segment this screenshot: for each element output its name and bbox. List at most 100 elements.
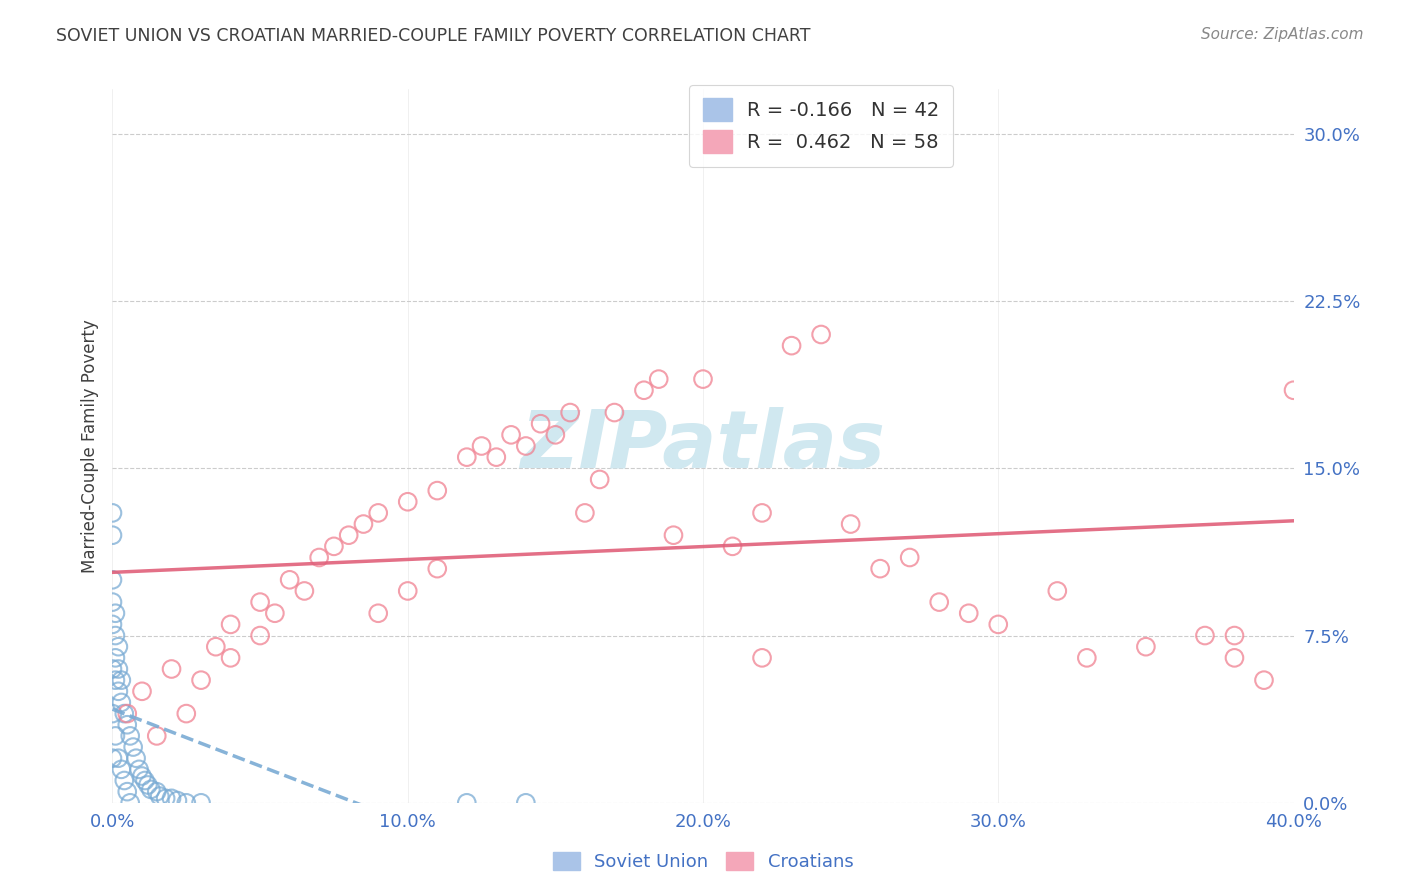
Point: [190, 796, 212, 810]
Text: SOVIET UNION VS CROATIAN MARRIED-COUPLE FAMILY POVERTY CORRELATION CHART: SOVIET UNION VS CROATIAN MARRIED-COUPLE …: [56, 27, 811, 45]
Point: [128, 762, 150, 776]
Point: [810, 327, 832, 342]
Point: [1223, 651, 1246, 665]
Point: [107, 684, 129, 698]
Point: [292, 583, 315, 598]
Point: [515, 796, 537, 810]
Point: [101, 617, 124, 632]
Point: [101, 751, 124, 765]
Point: [110, 762, 132, 776]
Text: ZIPatlas: ZIPatlas: [520, 407, 886, 485]
Point: [456, 796, 478, 810]
Point: [1194, 628, 1216, 642]
Point: [721, 539, 744, 553]
Point: [107, 751, 129, 765]
Point: [1135, 640, 1157, 654]
Point: [131, 769, 153, 783]
Point: [122, 740, 145, 755]
Point: [558, 405, 582, 419]
Point: [160, 791, 183, 805]
Point: [205, 640, 228, 654]
Point: [117, 717, 138, 731]
Point: [146, 729, 169, 743]
Point: [104, 651, 127, 665]
Point: [104, 729, 127, 743]
Point: [155, 791, 177, 805]
Point: [139, 782, 162, 797]
Point: [603, 405, 626, 419]
Point: [529, 417, 551, 431]
Point: [174, 706, 197, 721]
Point: [647, 372, 671, 386]
Point: [426, 483, 449, 498]
Point: [174, 796, 197, 810]
Point: [751, 506, 773, 520]
Point: [110, 696, 132, 710]
Point: [120, 796, 142, 810]
Point: [367, 506, 389, 520]
Point: [101, 573, 124, 587]
Point: [149, 789, 172, 804]
Point: [470, 439, 494, 453]
Legend: R = -0.166   N = 42, R =  0.462   N = 58: R = -0.166 N = 42, R = 0.462 N = 58: [689, 85, 953, 167]
Point: [574, 506, 596, 520]
Point: [101, 595, 124, 609]
Point: [544, 427, 567, 442]
Point: [337, 528, 360, 542]
Point: [869, 562, 891, 576]
Point: [264, 607, 287, 621]
Point: [780, 338, 803, 352]
Point: [166, 794, 188, 808]
Point: [928, 595, 950, 609]
Point: [396, 494, 419, 508]
Point: [190, 673, 212, 687]
Point: [323, 539, 346, 553]
Point: [107, 662, 129, 676]
Point: [101, 528, 124, 542]
Point: [136, 778, 159, 792]
Point: [107, 640, 129, 654]
Point: [396, 583, 419, 598]
Point: [125, 751, 148, 765]
Text: Source: ZipAtlas.com: Source: ZipAtlas.com: [1201, 27, 1364, 42]
Point: [957, 607, 980, 621]
Point: [104, 628, 127, 642]
Point: [588, 473, 610, 487]
Point: [134, 773, 156, 788]
Point: [249, 628, 271, 642]
Point: [352, 516, 374, 531]
Point: [367, 607, 389, 621]
Point: [117, 785, 138, 799]
Point: [131, 684, 153, 698]
Point: [104, 607, 127, 621]
Point: [1046, 583, 1069, 598]
Point: [101, 706, 124, 721]
Point: [278, 573, 301, 587]
Point: [110, 673, 132, 687]
Point: [219, 617, 242, 632]
Point: [633, 384, 655, 398]
Point: [456, 450, 478, 464]
Point: [146, 785, 169, 799]
Point: [1253, 673, 1275, 687]
Point: [1282, 384, 1305, 398]
Point: [692, 372, 714, 386]
Point: [987, 617, 1010, 632]
Point: [501, 427, 523, 442]
Point: [426, 562, 449, 576]
Point: [751, 651, 773, 665]
Point: [120, 729, 142, 743]
Y-axis label: Married-Couple Family Poverty: Married-Couple Family Poverty: [80, 319, 98, 573]
Point: [898, 550, 921, 565]
Point: [101, 662, 124, 676]
Point: [112, 773, 135, 788]
Point: [104, 673, 127, 687]
Point: [117, 706, 138, 721]
Point: [515, 439, 537, 453]
Point: [662, 528, 685, 542]
Point: [1223, 628, 1246, 642]
Legend: Soviet Union, Croatians: Soviet Union, Croatians: [546, 845, 860, 879]
Point: [112, 706, 135, 721]
Point: [839, 516, 862, 531]
Point: [249, 595, 271, 609]
